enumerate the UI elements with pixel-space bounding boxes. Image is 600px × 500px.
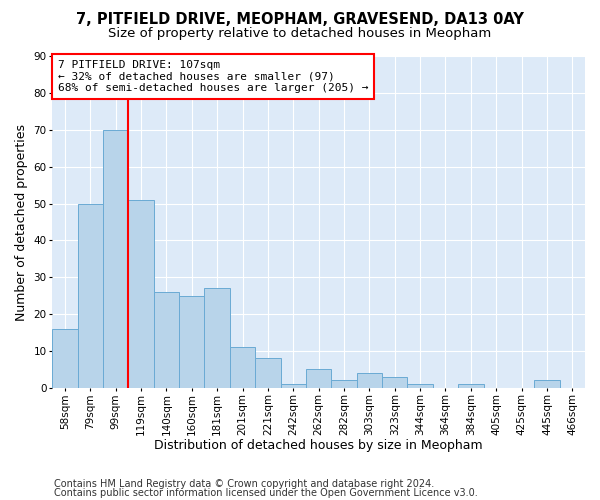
Bar: [407, 384, 433, 388]
Bar: [306, 370, 331, 388]
Bar: [128, 200, 154, 388]
Bar: [179, 296, 205, 388]
Text: Contains HM Land Registry data © Crown copyright and database right 2024.: Contains HM Land Registry data © Crown c…: [54, 479, 434, 489]
Text: 7 PITFIELD DRIVE: 107sqm
← 32% of detached houses are smaller (97)
68% of semi-d: 7 PITFIELD DRIVE: 107sqm ← 32% of detach…: [58, 60, 368, 93]
Bar: [356, 373, 382, 388]
Bar: [255, 358, 281, 388]
Bar: [205, 288, 230, 388]
Bar: [331, 380, 356, 388]
Text: Contains public sector information licensed under the Open Government Licence v3: Contains public sector information licen…: [54, 488, 478, 498]
Bar: [77, 204, 103, 388]
X-axis label: Distribution of detached houses by size in Meopham: Distribution of detached houses by size …: [154, 440, 483, 452]
Bar: [103, 130, 128, 388]
Text: Size of property relative to detached houses in Meopham: Size of property relative to detached ho…: [109, 28, 491, 40]
Bar: [230, 347, 255, 388]
Bar: [281, 384, 306, 388]
Y-axis label: Number of detached properties: Number of detached properties: [15, 124, 28, 320]
Bar: [382, 376, 407, 388]
Bar: [534, 380, 560, 388]
Text: 7, PITFIELD DRIVE, MEOPHAM, GRAVESEND, DA13 0AY: 7, PITFIELD DRIVE, MEOPHAM, GRAVESEND, D…: [76, 12, 524, 28]
Bar: [154, 292, 179, 388]
Bar: [458, 384, 484, 388]
Bar: [52, 329, 77, 388]
